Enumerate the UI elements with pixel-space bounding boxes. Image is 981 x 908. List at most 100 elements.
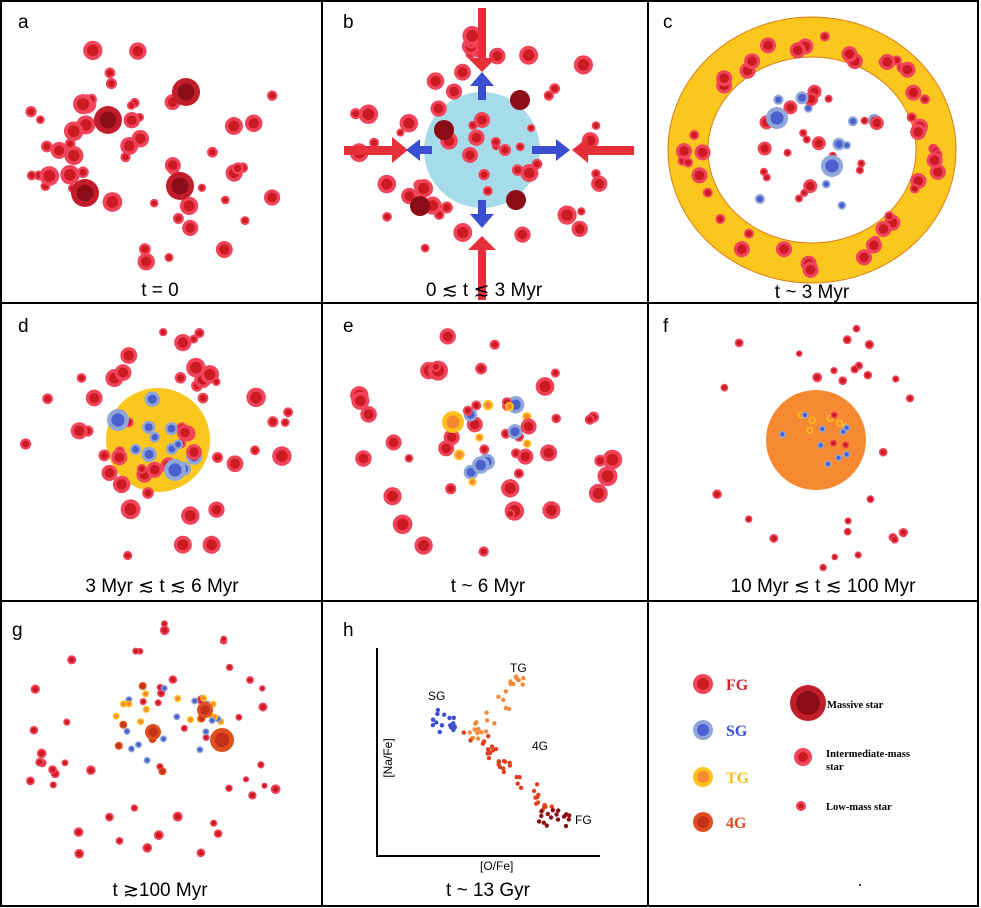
fg-star bbox=[505, 508, 516, 519]
fg-star bbox=[819, 563, 827, 572]
4g-star bbox=[197, 702, 213, 718]
plot-dot-fg bbox=[563, 823, 569, 829]
fg-star bbox=[909, 183, 920, 194]
massive-star bbox=[172, 78, 200, 106]
plot-dot-4g bbox=[487, 750, 493, 756]
fg-star bbox=[879, 54, 896, 70]
fg-star bbox=[176, 424, 193, 441]
panel-caption-c: t ~ 3 Myr bbox=[775, 282, 850, 303]
fg-star bbox=[462, 405, 473, 416]
fg-star bbox=[454, 63, 471, 81]
fg-star bbox=[843, 527, 852, 536]
fg-star bbox=[139, 698, 147, 706]
fg-star bbox=[795, 350, 803, 357]
fg-star bbox=[76, 373, 87, 383]
fg-star bbox=[350, 108, 362, 120]
plot-dot-tg bbox=[508, 679, 513, 684]
panel-c-stars bbox=[676, 31, 946, 278]
fg-star bbox=[186, 357, 206, 378]
fg-star bbox=[420, 243, 430, 253]
plot-dot-4g bbox=[514, 774, 519, 780]
arrow-blue-down bbox=[470, 200, 494, 228]
fg-star bbox=[246, 387, 266, 408]
plot-dot-tg bbox=[484, 718, 490, 723]
fg-star bbox=[543, 90, 554, 101]
sg-star bbox=[135, 741, 142, 749]
plot-dot-4g bbox=[534, 801, 539, 806]
fg-star bbox=[67, 655, 77, 665]
fg-star bbox=[588, 483, 608, 503]
fg-star bbox=[414, 536, 433, 555]
fg-star bbox=[280, 418, 290, 427]
panel-f-gas-cloud bbox=[766, 390, 866, 490]
fg-star bbox=[594, 454, 607, 467]
fg-star bbox=[102, 192, 123, 212]
fg-star bbox=[514, 226, 531, 243]
fg-star bbox=[40, 140, 53, 153]
fg-star bbox=[712, 489, 722, 499]
legend-massive-symbol bbox=[790, 685, 826, 721]
fg-star bbox=[259, 685, 266, 692]
fg-star bbox=[19, 438, 32, 450]
fg-star bbox=[63, 121, 84, 142]
tg-star bbox=[504, 401, 514, 412]
fg-star bbox=[168, 675, 178, 684]
plot-dot-4g bbox=[489, 744, 495, 749]
plot-dot-4g bbox=[468, 738, 473, 743]
tg-star bbox=[174, 695, 182, 702]
arrow-blue-left bbox=[406, 139, 432, 161]
plot-dot-tg bbox=[496, 694, 501, 699]
fg-star bbox=[146, 461, 163, 478]
panel-d-stars bbox=[19, 328, 294, 561]
legend-intermediate-label-2: star bbox=[826, 762, 844, 773]
plot-dot-tg bbox=[474, 720, 479, 725]
sg-star bbox=[507, 424, 523, 440]
fg-star bbox=[242, 776, 250, 783]
fg-star bbox=[172, 811, 183, 822]
panel-g-stars bbox=[26, 620, 281, 859]
4g-star bbox=[145, 724, 161, 740]
sg-massive-star bbox=[107, 409, 129, 431]
fg-star bbox=[35, 757, 45, 767]
fg-star bbox=[164, 157, 181, 174]
panel-b-stars bbox=[349, 25, 608, 253]
fg-star bbox=[716, 70, 733, 87]
sg-star bbox=[160, 684, 168, 692]
fg-star bbox=[153, 830, 164, 841]
fg-star bbox=[591, 121, 601, 130]
fg-star bbox=[844, 517, 852, 525]
fg-star bbox=[142, 843, 153, 853]
sg-star bbox=[835, 454, 843, 462]
4g-star bbox=[114, 741, 123, 750]
plot-dot-tg bbox=[506, 706, 512, 712]
fg-star bbox=[399, 113, 419, 133]
panel-caption-h: t ~ 13 Gyr bbox=[446, 880, 531, 901]
fg-star bbox=[26, 170, 37, 181]
fg-star bbox=[85, 389, 103, 407]
fg-star bbox=[802, 261, 819, 278]
fg-star bbox=[445, 483, 457, 495]
fg-star bbox=[73, 827, 84, 837]
panel-caption-e: t ~ 6 Myr bbox=[451, 576, 526, 597]
fg-star bbox=[683, 157, 693, 168]
panel-letter-b: b bbox=[343, 12, 354, 33]
plot-dot-tg bbox=[475, 736, 481, 741]
sg-star bbox=[144, 391, 160, 407]
fg-star bbox=[898, 527, 908, 538]
fg-star bbox=[571, 220, 588, 238]
fg-star bbox=[120, 137, 139, 155]
fg-star bbox=[445, 83, 463, 100]
sg-massive-star bbox=[821, 155, 843, 177]
massive-star bbox=[71, 179, 99, 207]
fg-star bbox=[159, 625, 170, 636]
fg-star bbox=[263, 189, 281, 206]
plot-dot-4g bbox=[536, 792, 541, 798]
fg-star bbox=[691, 167, 708, 184]
legend-sg-label: SG bbox=[726, 723, 748, 740]
fg-star bbox=[819, 31, 830, 42]
fg-star bbox=[430, 100, 447, 117]
panel-letter-d: d bbox=[18, 316, 29, 337]
fg-star bbox=[358, 104, 379, 125]
fg-star bbox=[129, 42, 147, 60]
